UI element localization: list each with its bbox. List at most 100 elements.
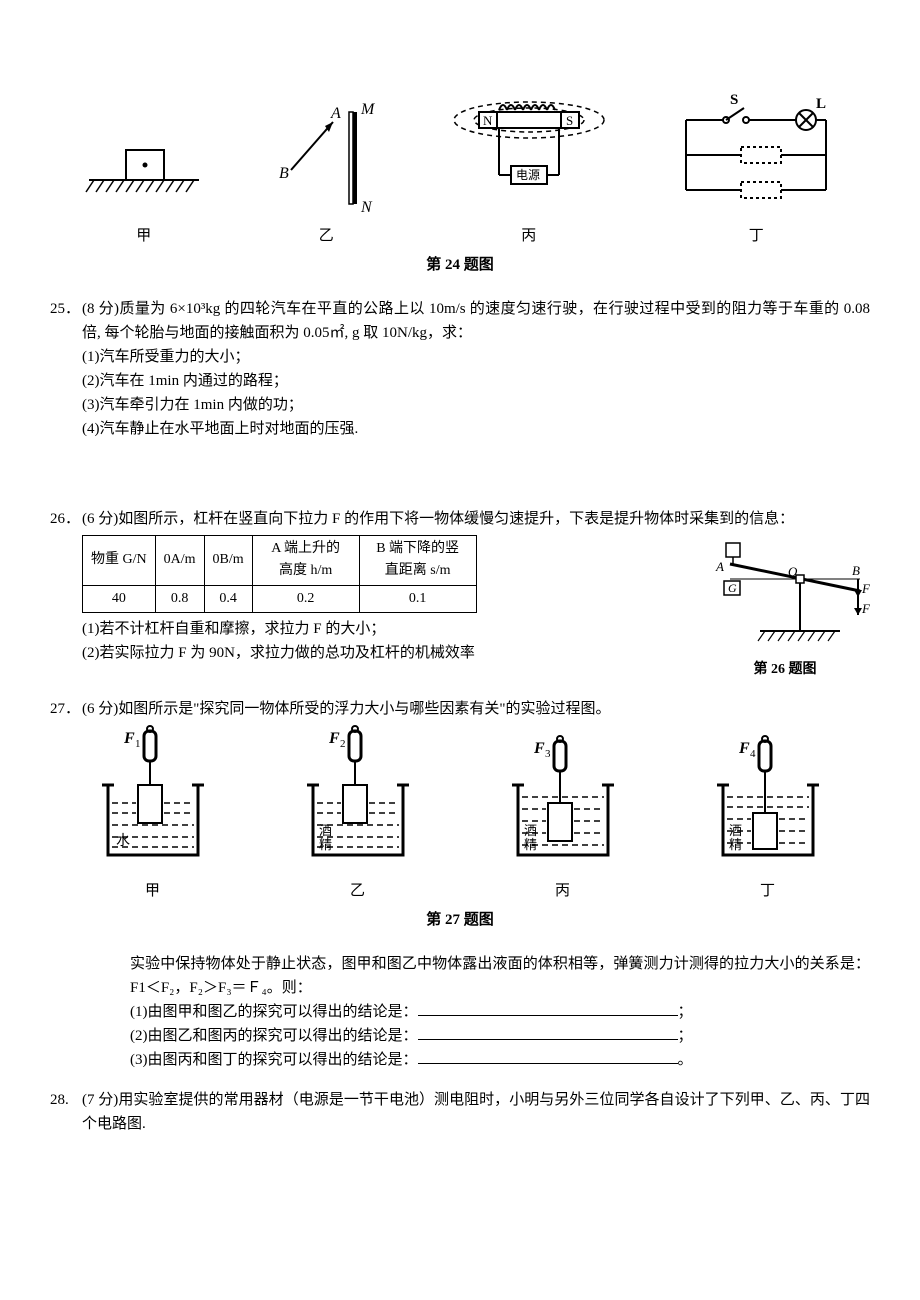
- fig24-c-label: 丙: [521, 224, 536, 248]
- fig24-a-svg: [74, 130, 214, 220]
- svg-text:精: 精: [319, 837, 332, 852]
- q26-points: (6 分): [82, 511, 118, 527]
- td5: 0.1: [359, 585, 476, 612]
- fig27-b-svg: F2 酒 精: [283, 725, 433, 875]
- q27-s1: (1)由图甲和图乙的探究可以得出的结论是：: [130, 1004, 418, 1020]
- q25-points: (8 分): [82, 301, 119, 317]
- q27-body: 实验中保持物体处于静止状态，图甲和图乙中物体露出液面的体积相等，弹簧测力计测得的…: [130, 952, 870, 1072]
- fig24-b: A B M N 乙: [261, 100, 391, 248]
- fig27-a: F1 水 甲: [78, 725, 228, 903]
- svg-text:精: 精: [729, 837, 742, 852]
- th5: B 端下降的竖直距离 s/m: [359, 536, 476, 586]
- q26-s2: (2)若实际拉力 F 为 90N，求拉力做的总功及杠杆的机械效率: [82, 641, 692, 665]
- svg-text:精: 精: [524, 837, 537, 852]
- label-S: S: [730, 92, 738, 108]
- svg-text:3: 3: [545, 748, 551, 760]
- label-A: A: [330, 105, 341, 122]
- label-F1: F: [861, 581, 870, 596]
- blank-3[interactable]: [418, 1048, 678, 1064]
- q27-body-text: 实验中保持物体处于静止状态，图甲和图乙中物体露出液面的体积相等，弹簧测力计测得的…: [130, 956, 870, 996]
- q27-t1: ；: [678, 1004, 693, 1020]
- label-B: B: [279, 165, 289, 182]
- td4: 0.2: [252, 585, 359, 612]
- q25-s4: (4)汽车静止在水平地面上时对地面的压强.: [82, 417, 870, 441]
- fig27-c-label: 丙: [555, 879, 570, 903]
- blank-2[interactable]: [418, 1024, 678, 1040]
- liquid-alcohol-d: 酒: [729, 823, 742, 838]
- q28-points: (7 分): [82, 1092, 118, 1108]
- q26-table: 物重 G/N 0A/m 0B/m A 端上升的高度 h/m B 端下降的竖直距离…: [82, 535, 477, 613]
- q27-t3: 。: [678, 1052, 693, 1068]
- svg-text:1: 1: [135, 738, 141, 750]
- th1: 物重 G/N: [83, 536, 156, 586]
- fig24-row: 甲 A B M N 乙 N S: [50, 80, 870, 248]
- fig26-caption: 第 26 题图: [700, 659, 870, 681]
- blank-1[interactable]: [418, 1000, 678, 1016]
- q25-s2: (2)汽车在 1min 内通过的路程；: [82, 369, 870, 393]
- td3: 0.4: [204, 585, 252, 612]
- q27-s3: (3)由图丙和图丁的探究可以得出的结论是：: [130, 1052, 418, 1068]
- label-Smag: S: [566, 113, 573, 128]
- svg-text:4: 4: [750, 748, 756, 760]
- svg-text:2: 2: [340, 738, 346, 750]
- fig24-c: N S 电源 丙: [439, 80, 619, 248]
- fig27-d-svg: F4 酒 精: [693, 725, 843, 875]
- fig27-a-label: 甲: [145, 879, 160, 903]
- fig24-d-svg: S L: [666, 90, 846, 220]
- q28: 28. (7 分)用实验室提供的常用器材（电源是一节干电池）测电阻时，小明与另外…: [50, 1088, 870, 1136]
- fig24-a: 甲: [74, 130, 214, 248]
- q26-text: 如图所示，杠杆在竖直向下拉力 F 的作用下将一物体缓慢匀速提升，下表是提升物体时…: [118, 511, 794, 527]
- q28-num: 28.: [50, 1088, 82, 1136]
- svg-text:F: F: [328, 730, 340, 747]
- liquid-alcohol-b: 酒: [319, 823, 332, 838]
- q25-text: 质量为 6×10³kg 的四轮汽车在平直的公路上以 10m/s 的速度匀速行驶，…: [82, 301, 870, 341]
- fig27-c: F3 酒 精 丙: [488, 725, 638, 903]
- fig26-svg: O A G B F: [700, 531, 870, 651]
- q25: 25． (8 分)质量为 6×10³kg 的四轮汽车在平直的公路上以 10m/s…: [50, 297, 870, 441]
- q25-s3: (3)汽车牵引力在 1min 内做的功；: [82, 393, 870, 417]
- liquid-alcohol-c: 酒: [524, 823, 537, 838]
- fig27-row: F1 水 甲 F2: [50, 725, 870, 903]
- label-L: L: [816, 96, 826, 112]
- fig27-d-label: 丁: [760, 879, 775, 903]
- q25-num: 25．: [50, 297, 82, 441]
- fig27-caption: 第 27 题图: [50, 908, 870, 932]
- th2: 0A/m: [155, 536, 204, 586]
- q27-t2: ；: [678, 1028, 693, 1044]
- fig27-a-svg: F1 水: [78, 725, 228, 875]
- label-B: B: [852, 563, 860, 578]
- svg-text:F: F: [738, 740, 750, 757]
- q26-s1: (1)若不计杠杆自重和摩擦，求拉力 F 的大小；: [82, 617, 692, 641]
- label-A: A: [715, 559, 724, 574]
- fig27-d: F4 酒 精 丁: [693, 725, 843, 903]
- td2: 0.8: [155, 585, 204, 612]
- q27-text: 如图所示是"探究同一物体所受的浮力大小与哪些因素有关"的实验过程图。: [118, 701, 610, 717]
- liquid-water: 水: [116, 833, 130, 849]
- q27-s2: (2)由图乙和图丙的探究可以得出的结论是：: [130, 1028, 418, 1044]
- td1: 40: [83, 585, 156, 612]
- q26-num: 26．: [50, 507, 82, 681]
- q25-s1: (1)汽车所受重力的大小；: [82, 345, 870, 369]
- fig24-d: S L 丁: [666, 90, 846, 248]
- q27-num: 27．: [50, 697, 82, 721]
- label-F2: F: [861, 601, 870, 616]
- label-M: M: [360, 101, 376, 118]
- label-Nmag: N: [483, 113, 493, 128]
- fig27-b-label: 乙: [350, 879, 365, 903]
- label-O: O: [788, 564, 798, 579]
- label-power: 电源: [516, 168, 540, 182]
- label-G: G: [728, 581, 737, 595]
- q27: 27． (6 分)如图所示是"探究同一物体所受的浮力大小与哪些因素有关"的实验过…: [50, 697, 870, 721]
- fig24-d-label: 丁: [749, 224, 764, 248]
- fig24-b-label: 乙: [319, 224, 334, 248]
- fig24-b-svg: A B M N: [261, 100, 391, 220]
- fig27-b: F2 酒 精 乙: [283, 725, 433, 903]
- label-N: N: [360, 199, 373, 216]
- th4: A 端上升的高度 h/m: [252, 536, 359, 586]
- fig24-c-svg: N S 电源: [439, 80, 619, 220]
- th3: 0B/m: [204, 536, 252, 586]
- q27-points: (6 分): [82, 701, 118, 717]
- svg-text:F: F: [123, 730, 135, 747]
- fig27-c-svg: F3 酒 精: [488, 725, 638, 875]
- q26: 26． (6 分)如图所示，杠杆在竖直向下拉力 F 的作用下将一物体缓慢匀速提升…: [50, 507, 870, 681]
